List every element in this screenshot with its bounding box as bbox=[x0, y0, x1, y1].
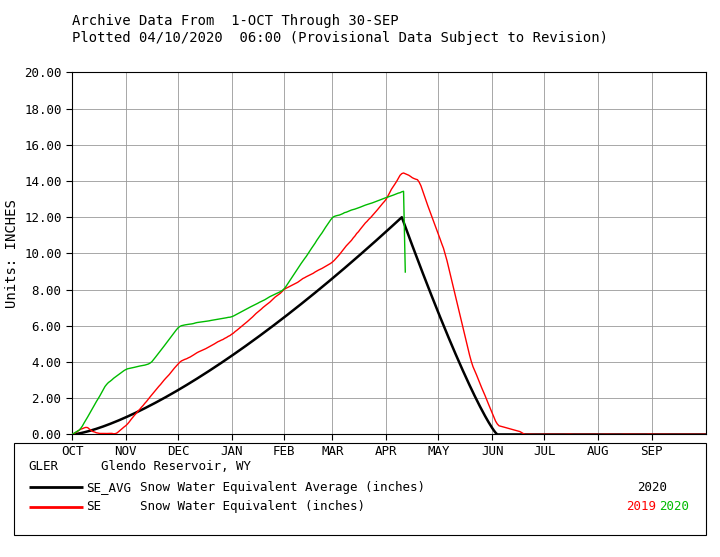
Text: 2020: 2020 bbox=[660, 500, 690, 514]
Text: Snow Water Equivalent Average (inches): Snow Water Equivalent Average (inches) bbox=[140, 481, 426, 494]
Text: Glendo Reservoir, WY: Glendo Reservoir, WY bbox=[101, 460, 251, 472]
Text: SE: SE bbox=[86, 500, 102, 514]
Text: 2020: 2020 bbox=[637, 481, 667, 494]
Text: Snow Water Equivalent (inches): Snow Water Equivalent (inches) bbox=[140, 500, 365, 514]
Text: Plotted 04/10/2020  06:00 (Provisional Data Subject to Revision): Plotted 04/10/2020 06:00 (Provisional Da… bbox=[72, 31, 608, 45]
Y-axis label: Units: INCHES: Units: INCHES bbox=[4, 199, 19, 308]
Text: SE_AVG: SE_AVG bbox=[86, 481, 131, 494]
Text: Archive Data From  1-OCT Through 30-SEP: Archive Data From 1-OCT Through 30-SEP bbox=[72, 14, 399, 28]
Text: 2019: 2019 bbox=[626, 500, 657, 514]
Text: GLER: GLER bbox=[29, 460, 59, 472]
